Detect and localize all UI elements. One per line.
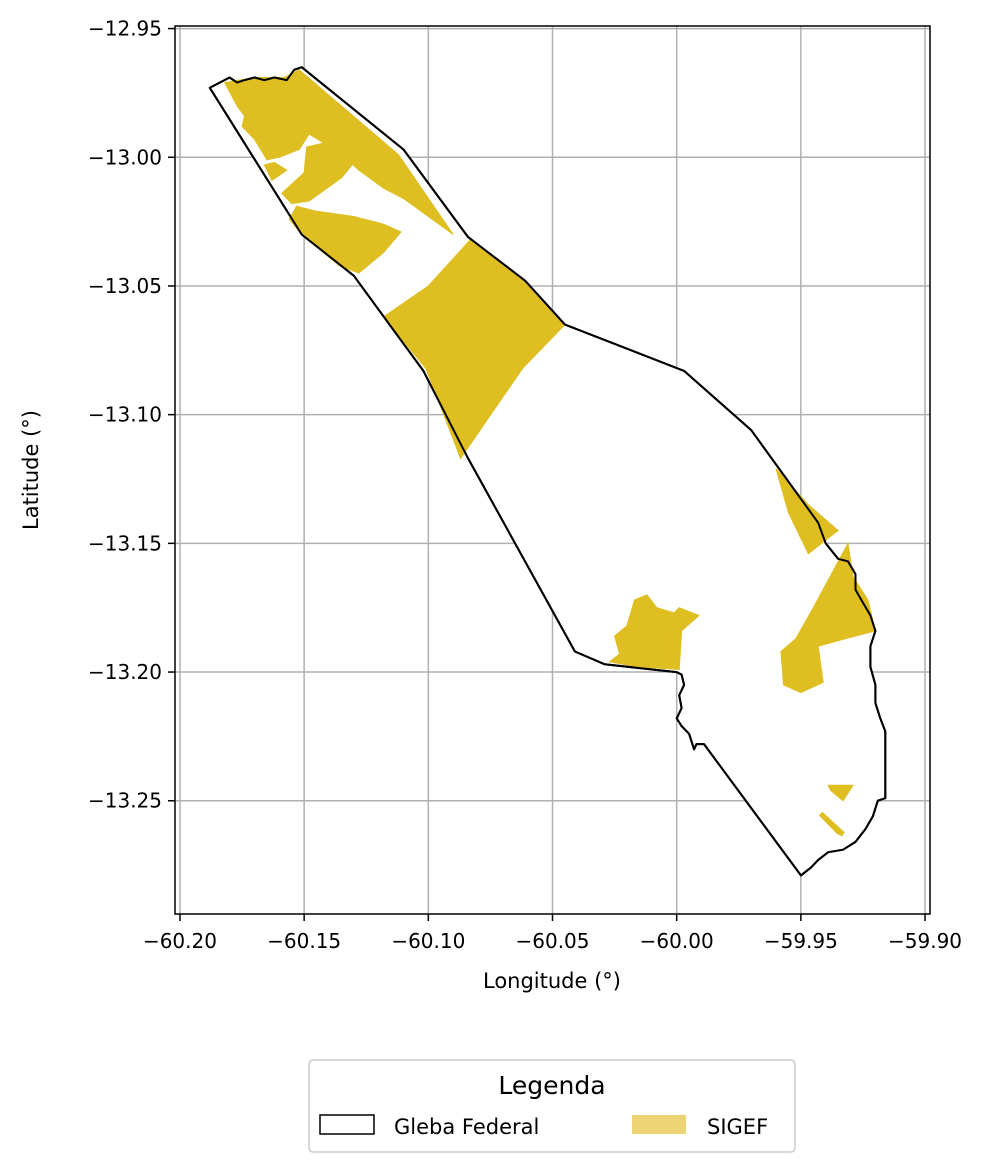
x-tick-label-3: −60.05 — [515, 929, 589, 953]
y-tick-label-4: −13.15 — [88, 531, 162, 555]
x-axis-label: Longitude (°) — [483, 969, 621, 993]
y-tick-label-6: −13.25 — [88, 789, 162, 813]
gleba-federal-edge — [208, 66, 887, 877]
y-axis-ticks: −12.95 −13.00 −13.05 −13.10 −13.15 −13.20 −13.… — [88, 17, 175, 813]
x-tick-label-6: −59.90 — [888, 929, 962, 953]
sigef-parcel-8 — [827, 784, 854, 802]
y-tick-label-5: −13.20 — [88, 660, 162, 684]
y-tick-label-1: −13.00 — [88, 145, 162, 169]
sigef-parcel-2 — [263, 161, 288, 182]
sigef-parcel-6 — [780, 541, 877, 694]
sigef-parcel-7 — [608, 594, 700, 671]
legend: Legenda Gleba Federal SIGEF — [308, 1059, 796, 1153]
y-tick-label-3: −13.10 — [88, 403, 162, 427]
x-tick-label-1: −60.15 — [267, 929, 341, 953]
x-tick-label-0: −60.20 — [143, 929, 217, 953]
x-tick-label-2: −60.10 — [391, 929, 465, 953]
x-axis-ticks: −60.20 −60.15 −60.10 −60.05 −60.00 −59.95 −59.… — [143, 914, 962, 953]
legend-swatch-sigef — [632, 1115, 686, 1134]
sigef-parcel-1 — [281, 141, 358, 205]
legend-label-gleba: Gleba Federal — [394, 1115, 539, 1139]
x-tick-label-4: −60.00 — [640, 929, 714, 953]
y-tick-label-2: −13.05 — [88, 274, 162, 298]
y-tick-label-0: −12.95 — [88, 17, 162, 41]
legend-swatch-gleba — [319, 1114, 375, 1135]
sigef-parcel-9 — [818, 811, 845, 837]
sigef-layer — [208, 66, 887, 877]
legend-label-sigef: SIGEF — [707, 1115, 768, 1139]
y-axis-label: Latitude (°) — [19, 410, 43, 530]
x-tick-label-5: −59.95 — [764, 929, 838, 953]
legend-title: Legenda — [498, 1071, 605, 1100]
